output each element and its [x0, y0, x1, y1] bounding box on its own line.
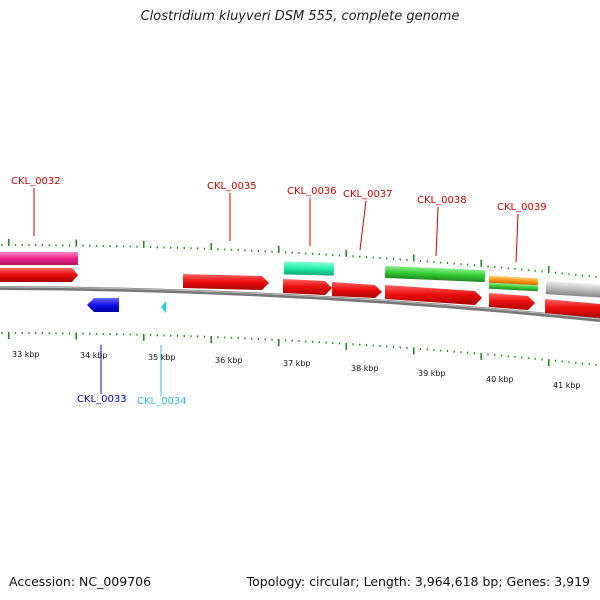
feature-green-lower[interactable]	[488, 282, 539, 292]
scale-label: 39 kbp	[418, 369, 446, 378]
label-CKL_0033[interactable]: CKL_0033	[77, 394, 127, 405]
gene-CKL_0039[interactable]	[489, 293, 535, 310]
accession-text: Accession: NC_009706	[9, 574, 152, 589]
scale-label: 35 kbp	[148, 353, 176, 362]
leader-line	[359, 200, 367, 251]
gene-CKL_0038[interactable]	[385, 285, 482, 305]
gene-CKL_0033[interactable]	[87, 298, 119, 312]
label-CKL_0038[interactable]: CKL_0038	[417, 195, 467, 206]
upper-tick-row	[1, 239, 597, 278]
gene-CKL_0032[interactable]	[0, 268, 78, 282]
label-CKL_0032[interactable]: CKL_0032	[11, 176, 61, 187]
reverse-genes	[87, 298, 166, 313]
feature-track-upper	[0, 252, 600, 298]
label-CKL_0039[interactable]: CKL_0039	[497, 202, 547, 213]
feature-gray[interactable]	[545, 281, 600, 298]
gene-CKL_0034[interactable]	[161, 301, 166, 313]
scale-label: 33 kbp	[12, 350, 40, 359]
scale-label: 38 kbp	[351, 364, 379, 373]
genome-backbone	[0, 286, 600, 322]
scale-label: 34 kbp	[80, 351, 108, 360]
label-CKL_0034[interactable]: CKL_0034	[137, 396, 187, 407]
feature-green-upper[interactable]	[384, 265, 486, 283]
scale-label: 41 kbp	[553, 381, 581, 390]
feature-teal[interactable]	[283, 261, 335, 276]
gene-CKL_0037[interactable]	[332, 282, 382, 298]
scale-label: 36 kbp	[215, 356, 243, 365]
gene-CKL_0036[interactable]	[283, 279, 332, 295]
feature-pink[interactable]	[0, 252, 78, 265]
label-CKL_0035[interactable]: CKL_0035	[207, 181, 257, 192]
lower-tick-row	[1, 332, 597, 367]
forward-genes	[0, 268, 600, 318]
gene-CKL_0035[interactable]	[183, 274, 269, 290]
genome-summary-text: Topology: circular; Length: 3,964,618 bp…	[246, 574, 590, 589]
gene-labels: CKL_0032 CKL_0033 CKL_0034 CKL_0035 CKL_…	[11, 176, 547, 407]
feature-orange[interactable]	[488, 275, 539, 286]
leader-line	[515, 213, 519, 263]
scale-labels: 33 kbp 34 kbp 35 kbp 36 kbp 37 kbp 38 kb…	[12, 350, 581, 390]
scale-label: 37 kbp	[283, 359, 311, 368]
scale-label: 40 kbp	[486, 375, 514, 384]
label-CKL_0036[interactable]: CKL_0036	[287, 186, 337, 197]
gene-next-red[interactable]	[545, 299, 600, 318]
map-title: Clostridium kluyveri DSM 555, complete g…	[140, 9, 460, 24]
gene-label-leaders	[33, 188, 519, 396]
label-CKL_0037[interactable]: CKL_0037	[343, 189, 393, 200]
leader-line	[435, 206, 439, 257]
